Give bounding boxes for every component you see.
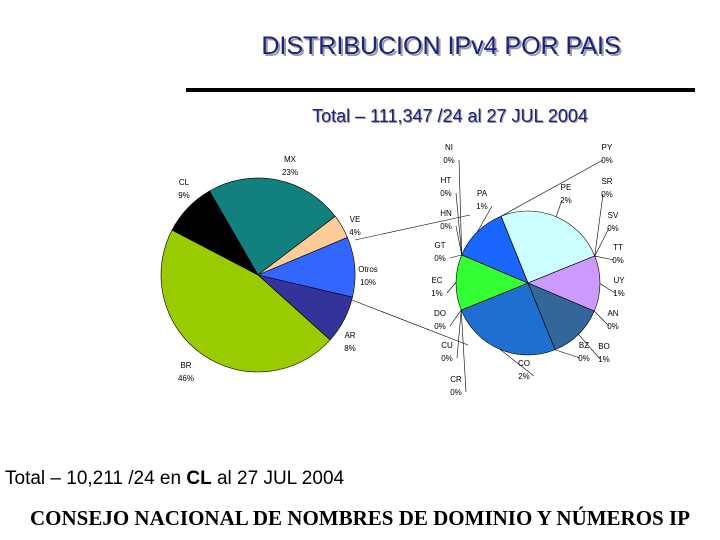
slice-value-label: 8% bbox=[344, 344, 356, 353]
pie-slice bbox=[500, 216, 529, 284]
slice-label: EC bbox=[431, 276, 442, 285]
slice-value-label: 4% bbox=[349, 228, 361, 237]
subtitle: Total – 111,347 /24 al 27 JUL 2004 bbox=[312, 106, 588, 126]
slice-value-label: 0% bbox=[607, 224, 619, 233]
slice-value-label: 0% bbox=[612, 256, 624, 265]
pie-slice bbox=[209, 177, 336, 276]
subtitle-shadow: Total – 111,347 /24 al 27 JUL 2004 bbox=[313, 107, 589, 127]
slice-value-label: 0% bbox=[440, 222, 452, 231]
slice-label: NI bbox=[445, 143, 453, 152]
leader-line bbox=[594, 310, 610, 327]
slice-value-label: 1% bbox=[613, 289, 625, 298]
slice-label: HN bbox=[440, 209, 452, 218]
slice-label: PY bbox=[602, 143, 613, 152]
leader-line bbox=[578, 334, 601, 360]
slice-value-label: 1% bbox=[476, 202, 488, 211]
connector bbox=[354, 214, 471, 241]
slice-label: CU bbox=[441, 341, 453, 350]
slice-label: SR bbox=[601, 177, 612, 186]
slice-label: BO bbox=[598, 342, 610, 351]
pie-slice bbox=[171, 190, 259, 276]
leader-line bbox=[594, 255, 615, 261]
leader-line bbox=[477, 205, 493, 232]
pie-slice bbox=[500, 210, 596, 284]
slice-value-label: 0% bbox=[450, 388, 462, 397]
leader-line bbox=[594, 227, 610, 257]
leader-line bbox=[446, 282, 457, 294]
leader-line bbox=[458, 159, 463, 255]
slice-label: PE bbox=[561, 183, 572, 192]
leader-line bbox=[455, 192, 463, 255]
note-text: al 27 JUL 2004 bbox=[212, 468, 345, 489]
note-bold: CL bbox=[186, 468, 212, 489]
slice-label: PA bbox=[477, 189, 488, 198]
leader-line bbox=[499, 349, 535, 377]
slice-label: HT bbox=[441, 176, 452, 185]
leader-line bbox=[500, 159, 604, 217]
connector bbox=[351, 299, 469, 346]
slice-value-label: 0% bbox=[440, 189, 452, 198]
slice-value-label: 0% bbox=[607, 322, 619, 331]
slice-value-label: 0% bbox=[601, 156, 613, 165]
slice-label: SV bbox=[608, 211, 619, 220]
slice-label: CO bbox=[518, 359, 530, 368]
title: DISTRIBUCION IPv4 POR PAIS bbox=[261, 32, 620, 60]
slice-label: BZ bbox=[579, 341, 589, 350]
leader-line bbox=[455, 225, 463, 255]
leader-line bbox=[456, 309, 462, 359]
leader-line bbox=[594, 193, 604, 257]
banner: CONSEJO NACIONAL DE NOMBRES DE DOMINIO Y… bbox=[30, 506, 690, 530]
slice-label: CL bbox=[179, 178, 190, 187]
leader-line bbox=[555, 199, 563, 217]
slice-label: MX bbox=[284, 155, 297, 164]
slice-value-label: 0% bbox=[443, 156, 455, 165]
note-text: Total – 10,211 /24 en bbox=[5, 468, 186, 489]
slice-value-label: 23% bbox=[282, 168, 298, 177]
leader-line bbox=[554, 349, 581, 359]
slice-value-label: 0% bbox=[578, 354, 590, 363]
slice-label: AN bbox=[607, 309, 618, 318]
slice-value-label: 1% bbox=[598, 355, 610, 364]
slice-label: VE bbox=[350, 215, 361, 224]
leader-line bbox=[449, 254, 462, 259]
slice-label: BR bbox=[180, 361, 191, 370]
pie-slice bbox=[160, 229, 331, 373]
slice-value-label: 0% bbox=[601, 190, 613, 199]
slice-value-label: 10% bbox=[360, 278, 376, 287]
slice-value-label: 2% bbox=[560, 196, 572, 205]
title-shadow: DISTRIBUCION IPv4 POR PAIS bbox=[263, 34, 622, 62]
leader-line bbox=[460, 309, 467, 393]
slice-label: AR bbox=[344, 331, 355, 340]
slice-label: GT bbox=[434, 241, 445, 250]
slice-label: DO bbox=[434, 309, 446, 318]
slice-label: TT bbox=[613, 243, 623, 252]
note: Total – 10,211 /24 en CL al 27 JUL 2004 bbox=[5, 468, 345, 489]
slice-value-label: 9% bbox=[178, 191, 190, 200]
slice-label: UY bbox=[613, 276, 625, 285]
slice-label: CR bbox=[450, 375, 462, 384]
slice-value-label: 2% bbox=[518, 372, 530, 381]
slice-label: Otros bbox=[358, 265, 378, 274]
leader-line bbox=[599, 283, 616, 294]
slice-value-label: 0% bbox=[434, 254, 446, 263]
slice-value-label: 0% bbox=[434, 322, 446, 331]
slice-value-label: 46% bbox=[178, 374, 194, 383]
slice-value-label: 1% bbox=[431, 289, 443, 298]
leader-line bbox=[449, 309, 462, 327]
slice-value-label: 0% bbox=[441, 354, 453, 363]
